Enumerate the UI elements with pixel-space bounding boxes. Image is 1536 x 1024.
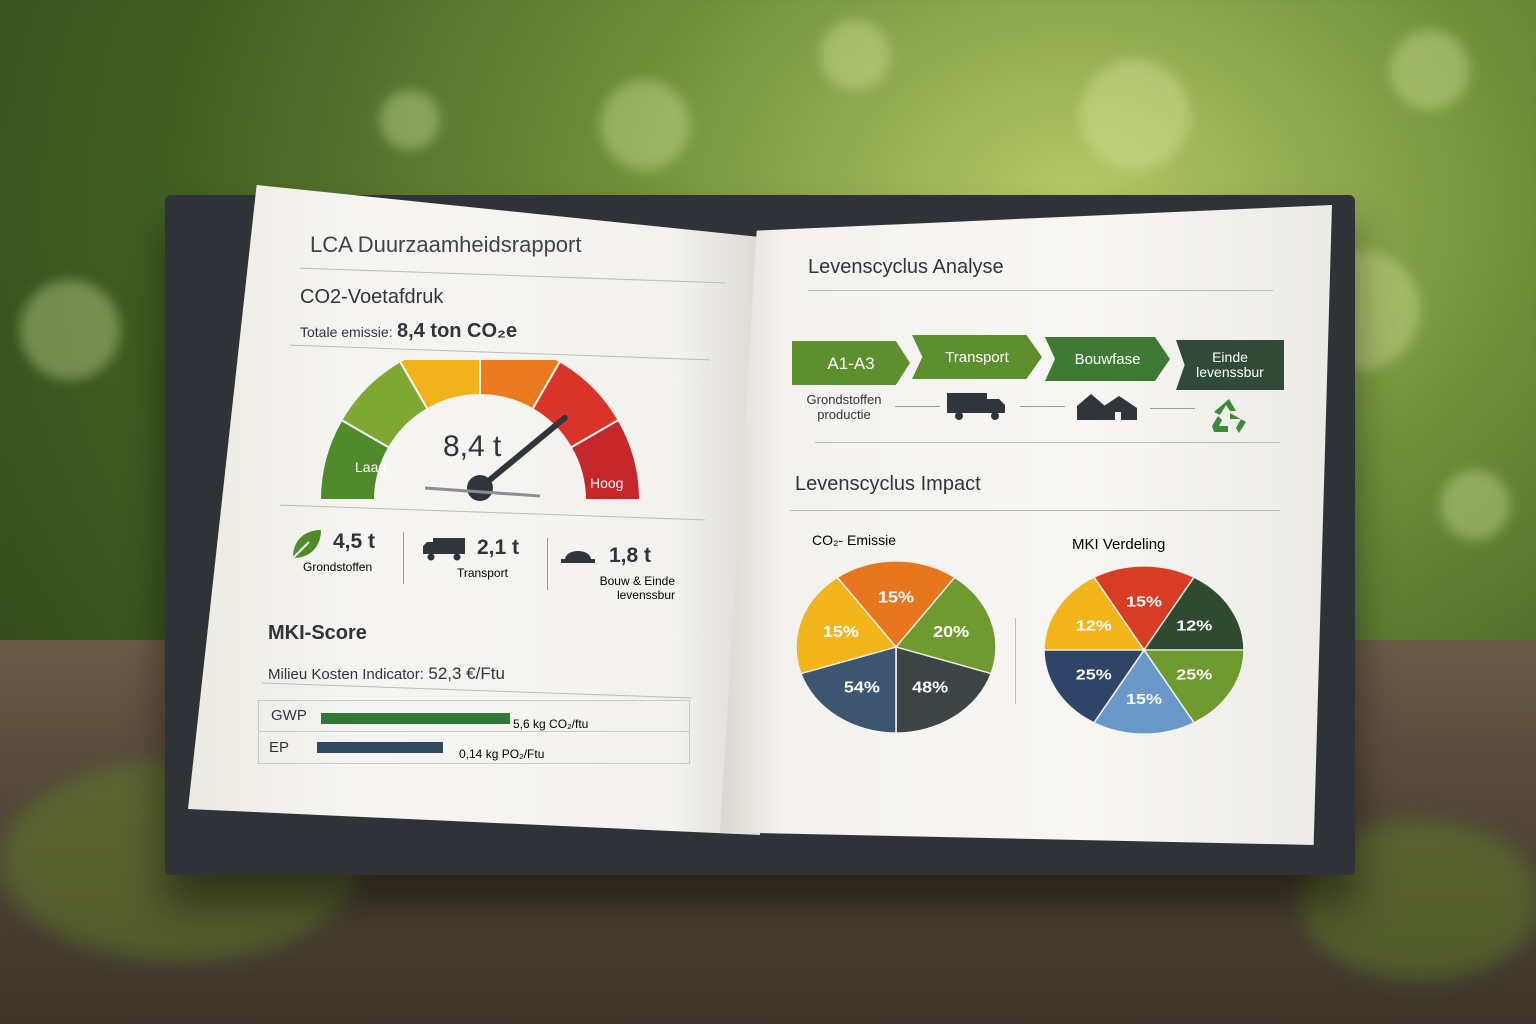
co2-pie-chart: 15% 20% 48% 54% 15% [795, 560, 997, 734]
lifecycle-title: Levenscyclus Analyse [808, 256, 1004, 278]
pie-slice [895, 646, 993, 734]
mki-pie-title: MKI Verdeling [1072, 536, 1166, 553]
hardhat-icon [561, 551, 595, 563]
pie-slice [1142, 576, 1245, 651]
gauge-value: 8,4 t [443, 430, 502, 463]
emission-gauge: Laag Hoog 8,4 t [318, 360, 642, 501]
total-emission: Totale emissie: 8,4 ton CO₂e [300, 320, 518, 342]
pie-slice-label: 12% [1176, 617, 1212, 634]
pie-slice-label: 54% [844, 679, 880, 697]
mki-pie-chart: 15% 12% 25% 15% 25% 12% [1043, 565, 1245, 735]
pie-slice-label: 15% [878, 588, 914, 606]
pie-slice-label: 20% [933, 623, 969, 641]
mki-heading: MKI-Score [268, 622, 367, 644]
leaf-icon [292, 530, 321, 559]
pie-slice-label: 15% [1126, 593, 1162, 610]
stage-einde: Einde levenssbur [1176, 340, 1284, 390]
pie-slice [1092, 565, 1196, 652]
house-icon [1077, 394, 1137, 420]
pie-slice-label: 15% [1126, 690, 1162, 707]
pie-slice [1043, 576, 1146, 651]
recycle-icon [1212, 399, 1246, 433]
gauge-segment [569, 418, 642, 501]
gauge-high-label: Hoog [590, 475, 623, 491]
pie-slice-label: 12% [1076, 617, 1112, 634]
pie-slice [1092, 648, 1196, 735]
pie-slice-label: 25% [1176, 666, 1212, 683]
pie-slice-label: 25% [1076, 666, 1112, 683]
gauge-hub [467, 475, 493, 501]
pie-slice [795, 576, 898, 675]
ep-value: 0,14 kg PO₂/Ftu [459, 747, 545, 761]
report-title: LCA Duurzaamheidsrapport [310, 232, 582, 257]
pie-slice [799, 646, 897, 734]
indicator-table: GWP 5,6 kg CO₂/ftu EP 0,14 kg PO₂/Ftu [258, 700, 690, 764]
pie-slice [1142, 649, 1245, 724]
emission-breakdown: 4,5 t Grondstoffen 2,1 t Transport 1,8 t… [285, 524, 725, 604]
pie-slice [836, 560, 956, 649]
truck-icon [423, 538, 465, 561]
impact-title: Levenscyclus Impact [795, 473, 981, 495]
stage-bouwfase: Bouwfase [1045, 337, 1170, 381]
pie-slice [1043, 649, 1146, 724]
pie-slice-label: 15% [823, 623, 859, 641]
pie-slice [894, 576, 997, 675]
ep-bar [317, 742, 443, 753]
left-page [188, 185, 760, 835]
co2-pie-title: CO₂- Emissie [812, 532, 896, 548]
mki-score: Milieu Kosten Indicator: 52,3 €/Ftu [268, 664, 505, 683]
stage-transport: Transport [912, 335, 1042, 379]
gwp-value: 5,6 kg CO₂/ftu [513, 717, 589, 731]
gauge-low-label: Laag [355, 459, 386, 475]
gauge-needle [477, 414, 568, 491]
gwp-label: GWP [271, 707, 307, 724]
ep-label: EP [269, 739, 290, 756]
co2-heading: CO2-Voetafdruk [300, 286, 444, 308]
truck-icon [947, 393, 1005, 420]
stage-a1-a3: A1-A3 [792, 341, 910, 385]
stage-a1-a3-sub: Grondstoffen productie [806, 392, 882, 422]
pie-slice-label: 48% [912, 679, 948, 697]
right-page [720, 205, 1332, 845]
gwp-bar [321, 713, 510, 724]
